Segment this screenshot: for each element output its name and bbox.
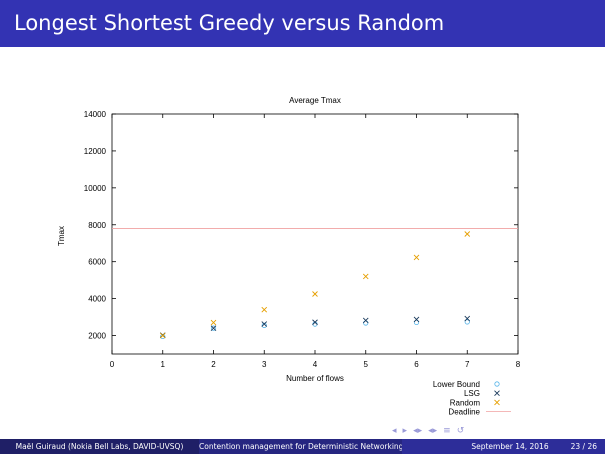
footer-talk-title: Contention management for Deterministic … bbox=[199, 439, 403, 454]
y-tick-label: 4000 bbox=[88, 295, 106, 304]
random-point bbox=[210, 319, 217, 326]
x-tick-label: 7 bbox=[465, 360, 470, 369]
nav-section-icon[interactable]: ◂▸ bbox=[428, 426, 438, 436]
lsg-point bbox=[413, 316, 420, 323]
lsg-point bbox=[464, 315, 471, 322]
x-tick-label: 4 bbox=[313, 360, 318, 369]
slide-title: Longest Shortest Greedy versus Random bbox=[0, 0, 605, 47]
lsg-point bbox=[261, 321, 268, 327]
random-point bbox=[261, 306, 268, 313]
legend-marker-lsg bbox=[494, 390, 500, 397]
y-axis-label: Tmax bbox=[57, 226, 66, 246]
y-tick-label: 8000 bbox=[88, 221, 106, 230]
lower-bound-point bbox=[160, 333, 166, 340]
lsg-point bbox=[312, 319, 318, 326]
y-tick-label: 14000 bbox=[84, 110, 107, 119]
plot-area: Average Tmax 0 1 2 3 4 5 6 7 8 2000 4000 6000 8000 100… bbox=[57, 96, 521, 417]
x-tick-label: 2 bbox=[211, 360, 216, 369]
legend-marker-lower-bound bbox=[494, 381, 500, 387]
x-tick-label: 6 bbox=[414, 360, 419, 369]
footer-author: Maël Guiraud (Nokia Bell Labs, DAVID-UVS… bbox=[0, 439, 199, 454]
navigation-bar: ◂ ▸ ◂▸ ◂▸ ≡ ↺ bbox=[392, 425, 464, 437]
chart-title: Average Tmax bbox=[289, 96, 341, 105]
lower-bound-point bbox=[261, 322, 267, 328]
footer: Maël Guiraud (Nokia Bell Labs, DAVID-UVS… bbox=[0, 439, 605, 454]
y-tick-label: 2000 bbox=[88, 332, 106, 341]
nav-frame-prev-icon[interactable]: ◂ bbox=[392, 426, 397, 436]
nav-search-icon[interactable]: ↺ bbox=[456, 426, 465, 436]
footer-right: September 14, 2016 23 / 26 bbox=[402, 439, 605, 454]
y-tick-label: 6000 bbox=[88, 258, 106, 267]
random-point bbox=[159, 332, 166, 339]
random-point bbox=[362, 273, 369, 280]
x-tick-label: 8 bbox=[516, 360, 521, 369]
random-point bbox=[413, 254, 420, 261]
legend-label-lower-bound: Lower Bound bbox=[433, 380, 480, 389]
random-point bbox=[464, 231, 471, 237]
nav-align-icon[interactable]: ≡ bbox=[443, 426, 451, 436]
lower-bound-point bbox=[413, 319, 420, 326]
lsg-point bbox=[210, 325, 217, 331]
lower-bound-point bbox=[210, 325, 217, 331]
plot-frame bbox=[111, 113, 519, 355]
y-tick-label: 12000 bbox=[84, 147, 107, 156]
legend-label-deadline: Deadline bbox=[448, 408, 480, 417]
lower-bound-point bbox=[464, 319, 470, 325]
x-axis-label: Number of flows bbox=[286, 374, 344, 383]
legend-label-lsg: LSG bbox=[464, 389, 480, 398]
nav-subsection-icon[interactable]: ◂▸ bbox=[413, 426, 423, 436]
x-tick-label: 5 bbox=[364, 360, 369, 369]
x-tick-label: 3 bbox=[262, 360, 267, 369]
x-tick-label: 1 bbox=[161, 360, 166, 369]
footer-page-number: 23 / 26 bbox=[570, 442, 597, 451]
legend-label-random: Random bbox=[450, 398, 481, 407]
footer-date: September 14, 2016 bbox=[471, 442, 549, 451]
y-tick-label: 10000 bbox=[84, 184, 107, 193]
nav-frame-next-icon[interactable]: ▸ bbox=[402, 426, 408, 436]
x-tick-label: 0 bbox=[110, 360, 115, 369]
random-point bbox=[312, 291, 318, 297]
lsg-point bbox=[362, 317, 369, 324]
legend-marker-random bbox=[494, 399, 500, 406]
